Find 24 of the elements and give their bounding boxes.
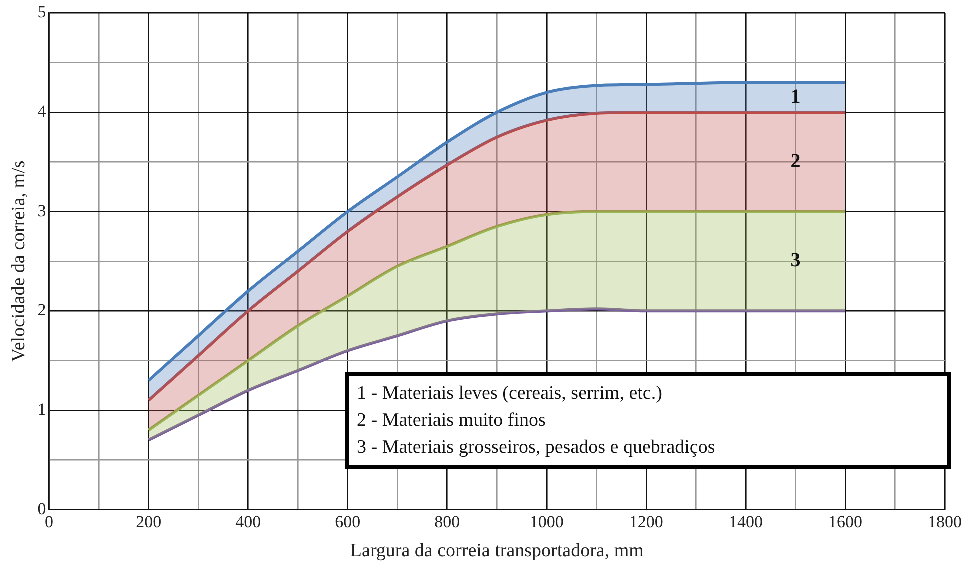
series-label: 1 [790,86,801,108]
annotation: 1 - Materiais leves (cereais, serrim, etc.) [357,382,664,406]
x-tick-label: 400 [236,512,262,532]
y-tick-label: 4 [38,102,47,121]
y-tick-label: 2 [38,300,46,320]
y-tick-label: 0 [38,499,46,518]
x-tick-label: 800 [434,512,460,532]
x-tick-label: 1000 [530,512,564,532]
annotation: 2 - Materiais muito finos [357,409,547,433]
x-tick-label: 1600 [828,512,862,532]
y-tick-label: 1 [38,400,46,419]
x-tick-label: 1200 [629,512,664,532]
y-tick-label: 3 [38,201,46,220]
y-tick-label: 5 [38,2,46,22]
y-axis-title: Velocidade da correia, m/s [8,160,30,362]
annotation: 3 - Materiais grosseiros, pesados e quebradiços [357,436,716,460]
x-tick-label: 1800 [928,512,962,532]
series-label: 2 [790,150,801,172]
note-box: 1 - Materiais leves (cereais, serrim, etc.) 2 - Materiais muito finos 3 - Materiais grosseiros, pesados e quebradiços [345,372,951,469]
series-label: 3 [790,250,801,272]
x-tick-label: 200 [136,512,162,532]
x-axis-title: Largura da correia transportadora, mm [350,540,644,562]
x-tick-label: 1400 [728,512,763,532]
x-tick-label: 600 [335,512,361,532]
